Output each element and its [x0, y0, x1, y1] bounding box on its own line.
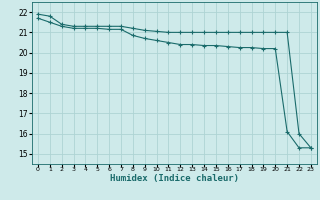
X-axis label: Humidex (Indice chaleur): Humidex (Indice chaleur)	[110, 174, 239, 183]
